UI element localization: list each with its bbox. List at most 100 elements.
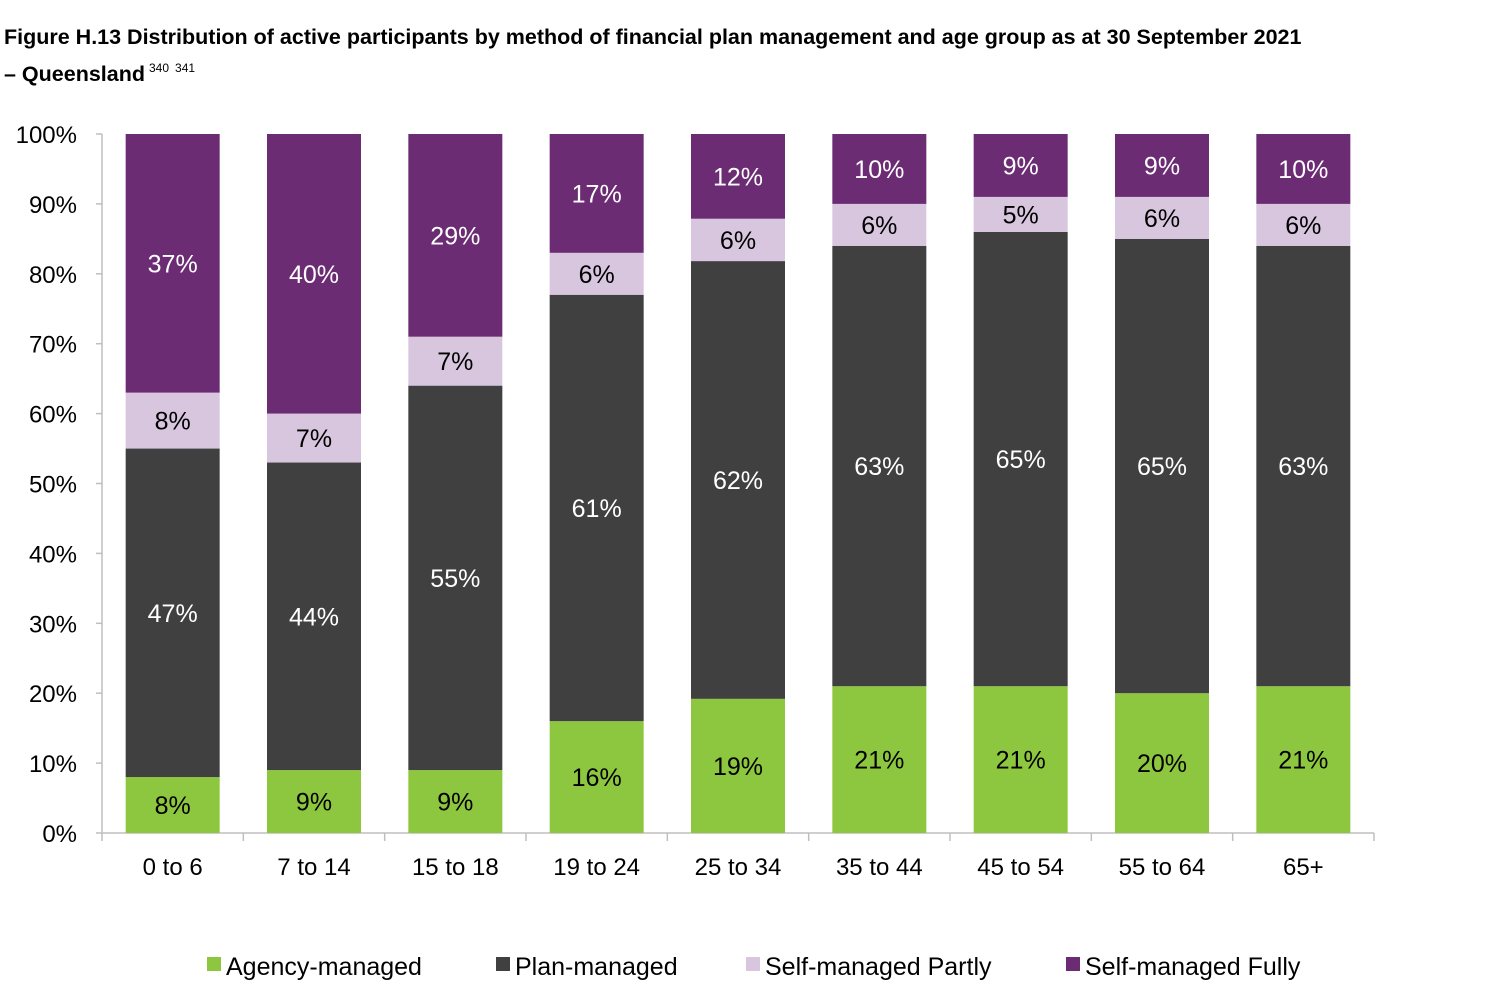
bar-stack: 20% 65% 6% 9%	[1115, 134, 1209, 833]
data-label: 9%	[296, 789, 332, 817]
bar-segment[interactable]	[549, 294, 644, 722]
bar-stack: 21% 63% 6% 10%	[1256, 134, 1351, 833]
title-line-2: – Queensland	[4, 62, 145, 86]
bar-segment[interactable]	[408, 134, 503, 337]
y-tick-label: 0%	[42, 821, 77, 848]
legend-item[interactable]: Self-managed Partly	[746, 953, 992, 981]
x-tick-label: 7 to 14	[277, 854, 350, 881]
bar-segment[interactable]	[125, 392, 220, 449]
x-axis: 0 to 6 7 to 14 15 to 18 19 to 24 25 to 34 35 …	[101, 832, 1375, 881]
legend-label: Self-managed Fully	[1085, 953, 1301, 981]
data-label: 17%	[572, 180, 622, 208]
x-tick-label: 0 to 6	[143, 854, 203, 881]
y-tick-label: 10%	[29, 751, 77, 778]
bar-segment[interactable]	[549, 134, 644, 253]
data-label: 6%	[1285, 212, 1321, 240]
x-tick-label: 35 to 44	[836, 854, 923, 881]
bar-segment[interactable]	[832, 686, 927, 833]
data-label: 63%	[854, 453, 904, 481]
figure-title: Figure H.13 Distribution of active parti…	[4, 22, 1484, 90]
x-tick-label: 19 to 24	[553, 854, 640, 881]
data-label: 62%	[713, 467, 763, 495]
legend-swatch	[1066, 957, 1080, 971]
y-tick-label: 20%	[29, 681, 77, 708]
bar-segment[interactable]	[408, 385, 503, 771]
legend-swatch	[746, 957, 760, 971]
data-label: 44%	[289, 603, 339, 631]
y-tick-label: 60%	[29, 402, 77, 429]
bar-segment[interactable]	[549, 252, 644, 295]
bar-segment[interactable]	[1256, 134, 1351, 204]
footnote-ref[interactable]: 341	[175, 61, 196, 75]
bar-segment[interactable]	[832, 245, 927, 687]
bar-segment[interactable]	[832, 203, 927, 246]
bar-segment[interactable]	[973, 134, 1068, 197]
y-tick-label: 30%	[29, 611, 77, 638]
x-tick-label: 65+	[1283, 854, 1324, 881]
data-label: 10%	[1278, 156, 1328, 184]
data-label: 37%	[148, 250, 198, 278]
data-label: 40%	[289, 261, 339, 289]
legend-item[interactable]: Self-managed Fully	[1066, 953, 1301, 981]
bar-segment[interactable]	[1115, 196, 1209, 239]
bar-segment[interactable]	[1115, 134, 1209, 197]
y-tick-label: 90%	[29, 192, 77, 219]
bar-segment[interactable]	[125, 134, 220, 393]
legend-swatch	[207, 957, 221, 971]
y-tick-label: 80%	[29, 262, 77, 289]
bar-segment[interactable]	[267, 413, 361, 463]
legend-label: Self-managed Partly	[765, 953, 992, 981]
y-tick-label: 70%	[29, 332, 77, 359]
bar-segment[interactable]	[691, 134, 785, 219]
bar-segment[interactable]	[1256, 203, 1351, 246]
bar-segment[interactable]	[832, 134, 927, 204]
bar-segment[interactable]	[973, 686, 1068, 833]
bar-stack: 21% 65% 5% 9%	[973, 134, 1068, 833]
y-tick-label: 50%	[29, 472, 77, 499]
bar-segment[interactable]	[1115, 238, 1209, 694]
bar-segment[interactable]	[973, 196, 1068, 232]
bar-segment[interactable]	[691, 261, 785, 699]
data-label: 8%	[155, 408, 191, 436]
bar-segment[interactable]	[408, 336, 503, 386]
footnote-ref[interactable]: 340	[149, 61, 170, 75]
data-label: 21%	[854, 747, 904, 775]
bar-segment[interactable]	[691, 698, 785, 833]
x-tick-label: 55 to 64	[1119, 854, 1206, 881]
bar-segment[interactable]	[125, 448, 220, 778]
bar-segment[interactable]	[267, 770, 361, 833]
data-label: 6%	[720, 227, 756, 255]
data-label: 20%	[1137, 750, 1187, 778]
bar-stack: 9% 44% 7% 40%	[267, 134, 361, 833]
bar-segment[interactable]	[267, 134, 361, 414]
bar-segment[interactable]	[125, 777, 220, 833]
bar-segment[interactable]	[1256, 686, 1351, 833]
bar-segment[interactable]	[691, 218, 785, 262]
data-label: 63%	[1278, 453, 1328, 481]
data-label: 7%	[296, 425, 332, 453]
x-tick-label: 45 to 54	[977, 854, 1064, 881]
data-label: 9%	[1144, 152, 1180, 180]
bar-segment[interactable]	[408, 770, 503, 833]
legend-item[interactable]: Agency-managed	[207, 953, 422, 981]
bar-segment[interactable]	[1115, 693, 1209, 833]
legend-label: Agency-managed	[226, 953, 422, 981]
data-label: 65%	[1137, 453, 1187, 481]
data-label: 9%	[437, 789, 473, 817]
legend-swatch	[496, 957, 510, 971]
x-tick-label: 25 to 34	[695, 854, 782, 881]
data-label: 61%	[572, 495, 622, 523]
data-label: 8%	[155, 792, 191, 820]
bar-stacks: 8% 47% 8% 37% 9% 44% 7% 40% 9% 55% 7% 29% 16% 61% 6% 17…	[125, 134, 1351, 833]
legend-item[interactable]: Plan-managed	[496, 953, 678, 981]
bar-segment[interactable]	[267, 462, 361, 771]
y-tick-label: 100%	[16, 122, 77, 149]
data-label: 9%	[1003, 152, 1039, 180]
bar-segment[interactable]	[549, 721, 644, 833]
y-axis: 0% 10% 20% 30% 40% 50% 60% 70% 80% 90% 100%	[16, 122, 103, 848]
bar-segment[interactable]	[973, 231, 1068, 687]
bar-stack: 16% 61% 6% 17%	[549, 134, 644, 833]
bar-segment[interactable]	[1256, 245, 1351, 687]
data-label: 6%	[861, 212, 897, 240]
